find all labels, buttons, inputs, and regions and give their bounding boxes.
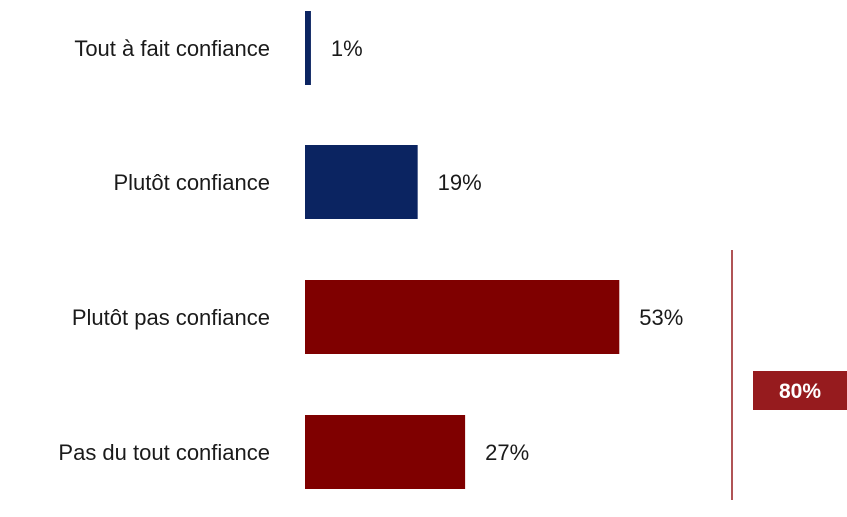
labels-layer: Tout à fait confiance 1% Plutôt confiance 1…: [58, 36, 683, 465]
category-label: Tout à fait confiance: [74, 36, 270, 61]
value-label: 19%: [438, 170, 482, 195]
value-label: 53%: [639, 305, 683, 330]
bar-0: [305, 11, 311, 85]
bar-1: [305, 145, 418, 219]
category-label: Plutôt pas confiance: [72, 305, 270, 330]
bars-layer: [305, 11, 620, 489]
category-label: Plutôt confiance: [113, 170, 270, 195]
bar-2: [305, 280, 620, 354]
value-label: 1%: [331, 36, 363, 61]
total-badge: [753, 371, 847, 410]
value-label: 27%: [485, 440, 529, 465]
total-bracket: 80%: [731, 250, 847, 500]
category-label: Pas du tout confiance: [58, 440, 270, 465]
total-label: 80%: [779, 380, 821, 403]
bar-3: [305, 415, 466, 489]
